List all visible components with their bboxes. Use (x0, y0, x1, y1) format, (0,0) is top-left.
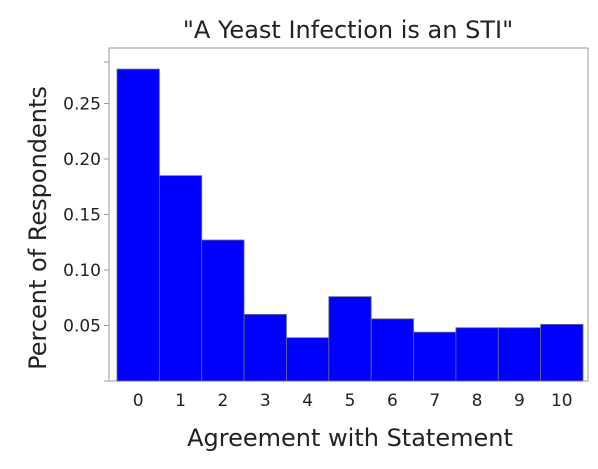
bar-7 (413, 331, 457, 382)
y-tick-label: 0.15 (63, 206, 101, 226)
bar-6 (370, 318, 414, 382)
x-tick-label: 1 (175, 391, 186, 411)
x-tick-label: 3 (260, 391, 271, 411)
y-tick-label: 0.10 (63, 261, 101, 281)
chart-title: "A Yeast Infection is an STI" (183, 16, 513, 44)
y-tick-label: 0.20 (63, 150, 101, 170)
x-tick-label: 2 (217, 391, 228, 411)
plot-area: 0.05 0.10 0.15 0.20 0.25 0 1 2 3 4 5 6 7 8 9 10 (63, 47, 589, 411)
x-tick-label: 9 (514, 391, 525, 411)
x-tick-label: 8 (472, 391, 483, 411)
bar-10 (540, 323, 584, 382)
y-axis-label: Percent of Respondents (24, 86, 52, 370)
bar-3 (243, 313, 287, 382)
x-tick-label: 7 (429, 391, 440, 411)
x-tick-label: 5 (345, 391, 356, 411)
x-tick-label: 0 (133, 391, 144, 411)
bar-9 (497, 327, 542, 382)
bar-8 (455, 327, 499, 382)
x-tick-label: 10 (551, 391, 573, 411)
y-tick-label: 0.05 (63, 317, 101, 337)
x-tick-label: 6 (387, 391, 398, 411)
bar-1 (158, 175, 203, 382)
x-axis-label: Agreement with Statement (187, 424, 513, 452)
x-tick-label: 4 (302, 391, 313, 411)
y-tick-label: 0.25 (63, 95, 101, 115)
bar-0 (116, 68, 160, 382)
bar-5 (328, 296, 372, 382)
bar-4 (286, 337, 330, 382)
bar-2 (201, 239, 245, 382)
